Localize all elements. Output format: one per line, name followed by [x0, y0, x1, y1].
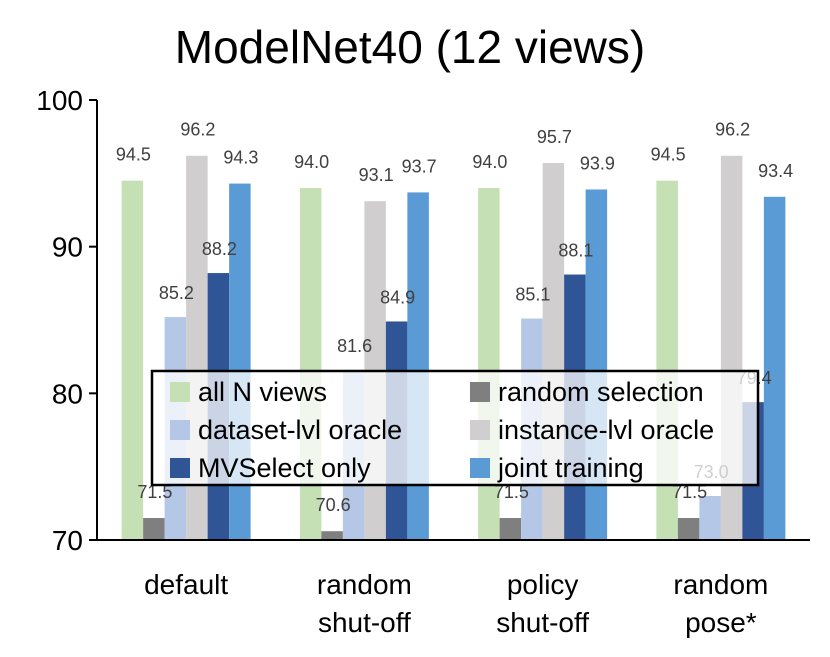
- bar: [699, 496, 721, 540]
- data-label: 94.0: [294, 152, 329, 172]
- bar: [677, 518, 700, 540]
- x-tick-label: default: [144, 569, 228, 600]
- data-label: 88.1: [558, 241, 593, 261]
- data-label: 71.5: [494, 482, 529, 502]
- data-label: 88.2: [202, 239, 237, 259]
- bar: [499, 518, 522, 540]
- y-tick-label: 70: [52, 525, 83, 556]
- bar: [763, 196, 786, 541]
- legend-label: MVSelect only: [198, 453, 371, 483]
- data-label: 93.7: [402, 156, 437, 176]
- data-label: 71.5: [672, 482, 707, 502]
- x-tick-label: shut-off: [496, 607, 589, 638]
- legend-swatch: [470, 458, 490, 478]
- data-label: 81.6: [337, 336, 372, 356]
- bar: [143, 518, 165, 540]
- chart-title: ModelNet40 (12 views): [175, 21, 645, 73]
- y-axis-ticks: 70 80 90 100: [36, 85, 97, 556]
- data-label: 94.5: [116, 145, 151, 165]
- bar: [407, 192, 429, 540]
- data-label: 96.2: [180, 120, 215, 140]
- data-label: 84.9: [380, 287, 415, 307]
- bar: [229, 183, 251, 540]
- data-label: 93.9: [580, 153, 615, 173]
- legend-label: joint training: [497, 453, 644, 483]
- legend-label: dataset-lvl oracle: [198, 415, 402, 445]
- legend-swatch: [470, 382, 490, 402]
- x-tick-label: shut-off: [318, 607, 411, 638]
- data-label: 71.5: [137, 482, 172, 502]
- legend: all N views random selection dataset-lvl o…: [150, 369, 760, 487]
- data-label: 94.5: [651, 145, 686, 165]
- legend-swatch: [170, 382, 190, 402]
- legend-label: all N views: [198, 377, 327, 407]
- data-label: 96.2: [715, 120, 750, 140]
- legend-swatch: [170, 458, 190, 478]
- data-label: 94.0: [472, 152, 507, 172]
- x-tick-label: policy: [507, 569, 579, 600]
- data-label: 95.7: [537, 127, 572, 147]
- legend-box: [150, 369, 760, 487]
- bar: [299, 188, 322, 540]
- bar: [321, 531, 343, 540]
- bar: [121, 180, 144, 540]
- legend-label: instance-lvl oracle: [498, 415, 714, 445]
- data-label: 70.6: [316, 495, 351, 515]
- x-tick-label: random: [673, 569, 768, 600]
- legend-label: random selection: [498, 377, 704, 407]
- x-tick-label: pose*: [685, 607, 757, 638]
- data-label: 93.1: [359, 165, 394, 185]
- y-tick-label: 100: [36, 85, 83, 116]
- data-label: 93.4: [758, 161, 793, 181]
- x-tick-label: random: [317, 569, 412, 600]
- x-axis-ticks: default random shut-off policy shut-off rando…: [144, 569, 768, 638]
- y-tick-label: 90: [52, 232, 83, 263]
- legend-swatch: [470, 420, 490, 440]
- data-label: 85.2: [159, 283, 194, 303]
- legend-swatch: [170, 420, 190, 440]
- data-label: 94.3: [223, 148, 258, 168]
- data-label: 85.1: [515, 285, 550, 305]
- y-tick-label: 80: [52, 378, 83, 409]
